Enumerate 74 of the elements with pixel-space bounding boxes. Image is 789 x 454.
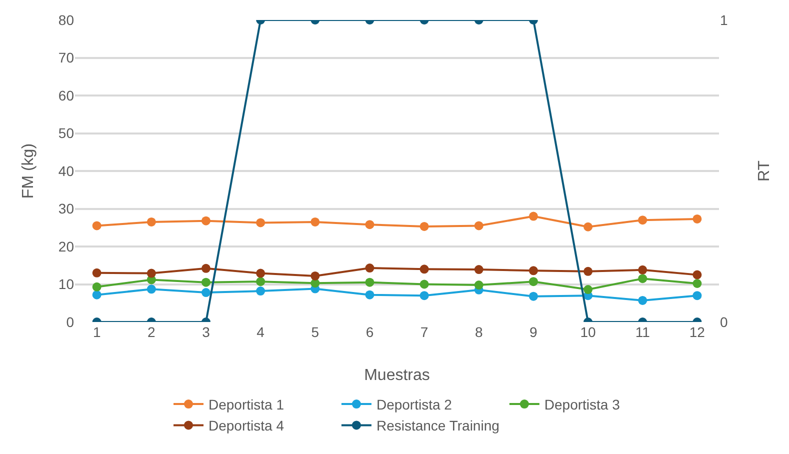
- point: [92, 290, 102, 300]
- point: [201, 264, 210, 273]
- x-tick-label: 5: [311, 324, 320, 340]
- point: [256, 286, 266, 296]
- y-tick-label: 70: [58, 50, 74, 66]
- point: [146, 217, 156, 226]
- y-tick-label: 50: [58, 125, 74, 142]
- x-tick-label: 2: [148, 324, 156, 340]
- legend-label: Deportista 1: [208, 396, 284, 412]
- point: [310, 271, 320, 280]
- y-tick-label: 20: [58, 238, 74, 254]
- point: [92, 268, 102, 278]
- point: [365, 278, 374, 287]
- point: [146, 268, 156, 278]
- y-tick-label: 60: [58, 87, 74, 104]
- point: [692, 214, 702, 224]
- point: [638, 216, 648, 225]
- point: [365, 220, 374, 230]
- x-tick-label: 1: [92, 324, 101, 340]
- y-tick-label: 80: [58, 12, 74, 28]
- x-tick-label: 3: [202, 324, 210, 340]
- point: [256, 268, 266, 278]
- point: [201, 288, 210, 298]
- point: [474, 221, 484, 230]
- y-tick-label: 0: [66, 314, 74, 330]
- point: [638, 296, 648, 305]
- x-tick-label: 10: [580, 324, 596, 340]
- point: [256, 277, 266, 286]
- x-tick-label: 9: [530, 324, 538, 340]
- x-tick-label: 11: [635, 324, 650, 340]
- point: [420, 222, 429, 231]
- legend-label: Deportista 4: [208, 418, 284, 434]
- point: [584, 285, 593, 294]
- point: [420, 264, 429, 274]
- point: [365, 290, 374, 300]
- point: [528, 277, 538, 286]
- x-tick-label: 8: [474, 324, 483, 340]
- point: [528, 266, 538, 276]
- point: [692, 270, 702, 280]
- y2-tick-label: 0: [720, 314, 728, 330]
- x-tick-label: 6: [366, 324, 374, 340]
- point: [92, 221, 102, 230]
- point: [256, 218, 266, 228]
- point: [146, 284, 156, 294]
- y2-tick-label: 1: [720, 12, 728, 28]
- point: [474, 280, 484, 290]
- point: [528, 292, 538, 301]
- x-axis-title: Muestras: [364, 367, 430, 384]
- x-tick-label: 12: [689, 324, 706, 340]
- point: [420, 280, 429, 289]
- x-tick-label: 4: [256, 324, 265, 340]
- y2-axis-title: RT: [756, 160, 773, 182]
- legend-label: Deportista 2: [376, 396, 452, 412]
- point: [201, 278, 210, 287]
- y-tick-label: 30: [58, 200, 74, 217]
- point: [638, 265, 648, 274]
- y-tick-label: 40: [58, 162, 74, 179]
- point: [420, 291, 429, 300]
- y-tick-label: 10: [58, 276, 74, 292]
- point: [92, 282, 102, 292]
- point: [638, 274, 648, 284]
- legend-label: Deportista 3: [544, 396, 620, 412]
- y-axis-title: FM (kg): [20, 143, 37, 199]
- point: [310, 217, 320, 226]
- point: [584, 266, 593, 276]
- point: [365, 264, 374, 273]
- point: [474, 265, 484, 274]
- point: [692, 291, 702, 300]
- point: [528, 212, 538, 221]
- legend-label: Resistance Training: [376, 418, 500, 434]
- point: [584, 222, 593, 232]
- point: [201, 216, 210, 226]
- point: [692, 279, 702, 288]
- x-tick-label: 7: [420, 324, 428, 340]
